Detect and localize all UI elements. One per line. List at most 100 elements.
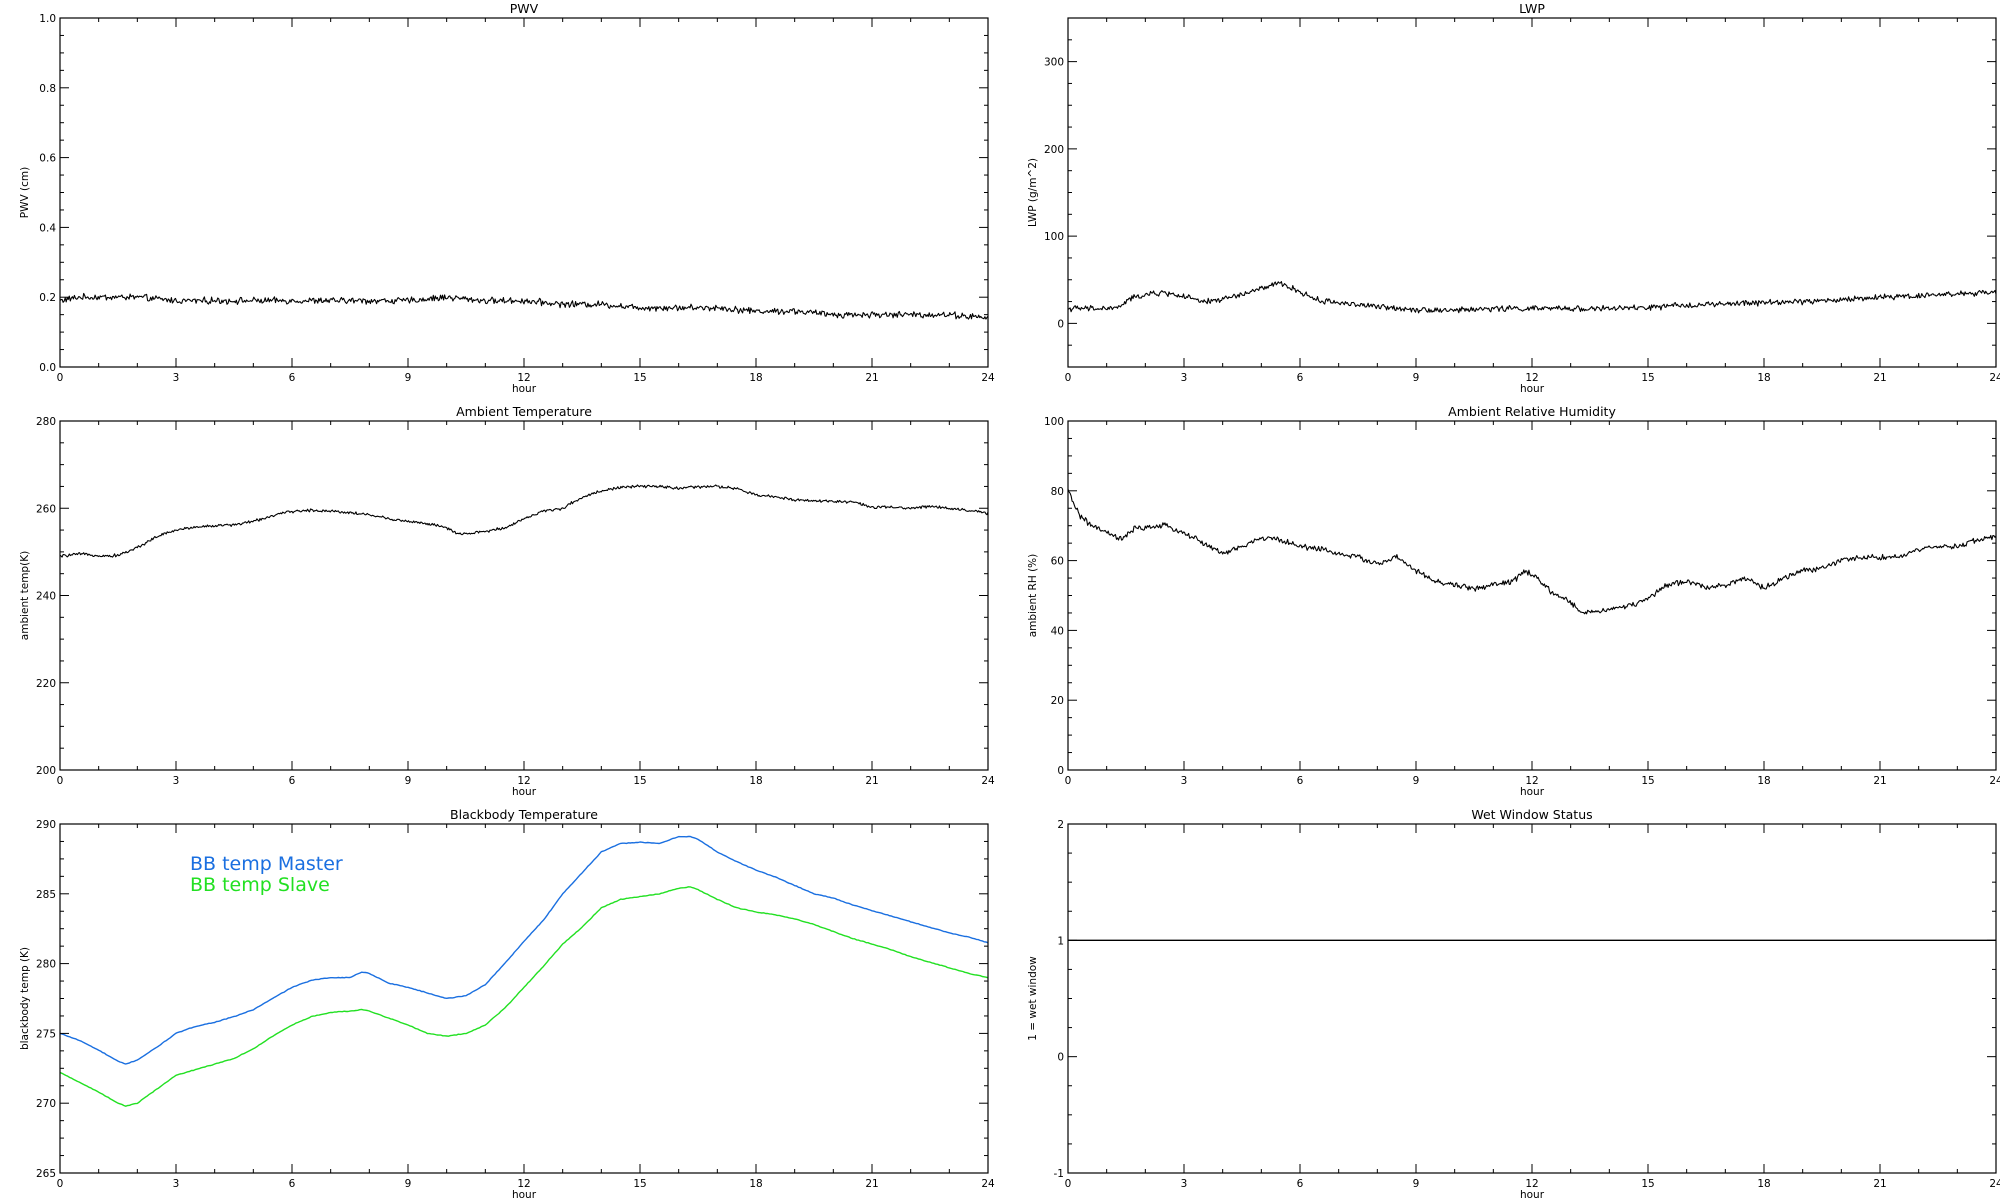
- x-tick-label: 9: [1413, 372, 1420, 384]
- y-axis-label: ambient RH (%): [1027, 554, 1039, 638]
- x-tick-label: 9: [405, 1178, 412, 1190]
- y-tick-label: 1.0: [39, 13, 56, 25]
- plot-frame: [1067, 823, 1997, 1174]
- plot-frame: [1067, 420, 1997, 771]
- x-tick-label: 21: [1873, 775, 1886, 787]
- x-tick-label: 24: [1989, 775, 2000, 787]
- y-axis-label: ambient temp(K): [19, 551, 31, 640]
- x-tick-label: 18: [749, 1178, 762, 1190]
- x-axis-label: hour: [512, 383, 537, 395]
- x-tick-label: 0: [57, 372, 64, 384]
- chart-title: Ambient Relative Humidity: [1448, 404, 1616, 419]
- y-tick-label: 0: [1057, 1052, 1064, 1064]
- legend-entry: BB temp Slave: [190, 874, 330, 896]
- x-tick-label: 21: [1873, 372, 1886, 384]
- x-tick-label: 0: [1065, 1178, 1072, 1190]
- y-tick-label: 200: [1044, 144, 1064, 156]
- chart-title: Blackbody Temperature: [450, 807, 598, 822]
- x-tick-label: 0: [57, 775, 64, 787]
- y-tick-label: 0.2: [39, 292, 56, 304]
- x-tick-label: 3: [173, 372, 180, 384]
- y-axis-label: PWV (cm): [19, 167, 31, 218]
- x-tick-label: 9: [1413, 775, 1420, 787]
- x-axis-label: hour: [1520, 786, 1545, 798]
- x-tick-label: 3: [1181, 372, 1188, 384]
- y-tick-label: 2: [1057, 819, 1064, 831]
- y-tick-label: 1: [1057, 935, 1064, 947]
- chart-title: LWP: [1519, 1, 1545, 16]
- chart-title: Wet Window Status: [1471, 807, 1592, 822]
- x-tick-label: 15: [1641, 775, 1654, 787]
- x-tick-label: 24: [981, 775, 995, 787]
- x-tick-label: 12: [517, 775, 530, 787]
- y-tick-label: 0: [1057, 765, 1064, 777]
- x-tick-label: 24: [1989, 1178, 2000, 1190]
- y-tick-label: 0.4: [39, 222, 56, 234]
- x-tick-label: 0: [1065, 372, 1072, 384]
- x-tick-label: 18: [749, 372, 762, 384]
- y-tick-label: 280: [36, 959, 56, 971]
- x-tick-label: 24: [981, 372, 995, 384]
- x-tick-label: 12: [517, 372, 530, 384]
- x-tick-label: 6: [1297, 775, 1304, 787]
- chart-panel: 0 3 6 9 12 15 18 21 24 0 100 200 300 LWP hour LWP (g/m^…: [1027, 1, 2000, 395]
- y-tick-label: 0.0: [39, 362, 56, 374]
- x-tick-label: 15: [633, 775, 646, 787]
- y-tick-label: 220: [36, 678, 56, 690]
- plot-frame: [59, 17, 989, 368]
- chart-title: Ambient Temperature: [456, 404, 592, 419]
- y-tick-label: 20: [1051, 695, 1064, 707]
- y-tick-label: 0.8: [39, 83, 56, 95]
- x-tick-label: 12: [1525, 372, 1538, 384]
- plot-frame: [59, 420, 989, 771]
- x-tick-label: 24: [1989, 372, 2000, 384]
- y-tick-label: 100: [1044, 416, 1064, 428]
- x-tick-label: 18: [749, 775, 762, 787]
- x-tick-label: 9: [1413, 1178, 1420, 1190]
- series-line: [59, 292, 989, 320]
- series-line: [59, 835, 989, 1065]
- y-tick-label: 60: [1051, 556, 1064, 568]
- y-tick-label: 275: [36, 1028, 56, 1040]
- x-tick-label: 18: [1757, 372, 1770, 384]
- x-tick-label: 15: [1641, 1178, 1654, 1190]
- y-tick-label: 200: [36, 765, 56, 777]
- chart-panel: 0 3 6 9 12 15 18 21 24 265 270 275 280 285 290 Blackbod…: [19, 807, 995, 1200]
- y-axis-label: blackbody temp (K): [19, 947, 31, 1050]
- x-tick-label: 21: [865, 372, 878, 384]
- x-tick-label: 15: [633, 1178, 646, 1190]
- x-tick-label: 6: [289, 1178, 296, 1190]
- series-line: [1067, 281, 1997, 314]
- y-tick-label: 0: [1057, 318, 1064, 330]
- plot-frame: [1067, 17, 1997, 368]
- y-tick-label: 100: [1044, 231, 1064, 243]
- chart-title: PWV: [510, 1, 539, 16]
- x-axis-label: hour: [1520, 1189, 1545, 1200]
- y-tick-label: 80: [1051, 486, 1064, 498]
- y-tick-label: 300: [1044, 57, 1064, 69]
- x-tick-label: 6: [289, 775, 296, 787]
- y-tick-label: 0.6: [39, 153, 56, 165]
- x-tick-label: 15: [633, 372, 646, 384]
- series-line: [59, 886, 989, 1107]
- y-axis-label: LWP (g/m^2): [1027, 158, 1039, 227]
- y-tick-label: 285: [36, 889, 56, 901]
- y-tick-label: -1: [1054, 1168, 1064, 1180]
- x-tick-label: 18: [1757, 1178, 1770, 1190]
- x-axis-label: hour: [1520, 383, 1545, 395]
- y-tick-label: 270: [36, 1098, 56, 1110]
- y-tick-label: 290: [36, 819, 56, 831]
- chart-panel: 0 3 6 9 12 15 18 21 24 0.0 0.2 0.4 0.6 0.8 1.0 PWV hour P…: [19, 1, 995, 395]
- x-tick-label: 0: [57, 1178, 64, 1190]
- series-line: [1067, 489, 1997, 615]
- x-tick-label: 3: [1181, 1178, 1188, 1190]
- x-tick-label: 6: [1297, 1178, 1304, 1190]
- y-tick-label: 260: [36, 503, 56, 515]
- y-axis-label: 1 = wet window: [1027, 956, 1039, 1041]
- y-tick-label: 280: [36, 416, 56, 428]
- y-tick-label: 40: [1051, 625, 1064, 637]
- legend-entry: BB temp Master: [190, 853, 343, 875]
- x-tick-label: 21: [865, 775, 878, 787]
